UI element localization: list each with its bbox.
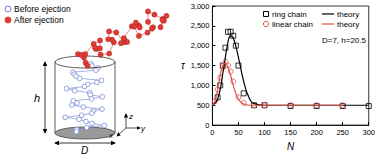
svg-text:D=7, h=20.5: D=7, h=20.5 [322,36,367,45]
svg-text:3,000: 3,000 [191,2,210,11]
svg-text:After ejection: After ejection [14,15,64,25]
svg-text:z: z [128,112,133,121]
svg-text:0: 0 [210,128,214,137]
svg-text:theory: theory [337,20,359,29]
svg-text:150: 150 [284,128,297,137]
svg-text:250: 250 [336,128,349,137]
svg-text:D: D [81,145,88,156]
svg-text:y: y [140,124,146,133]
svg-text:2,500: 2,500 [191,21,210,30]
svg-text:N: N [287,141,295,152]
svg-text:1,000: 1,000 [191,81,210,90]
svg-text:1,500: 1,500 [191,61,210,70]
svg-text:linear chain: linear chain [272,20,313,29]
svg-text:300: 300 [362,128,375,137]
svg-text:100: 100 [258,128,271,137]
svg-text:0: 0 [205,121,209,130]
svg-text:x: x [108,131,114,140]
svg-text:theory: theory [337,10,359,19]
svg-text:50: 50 [234,128,242,137]
svg-text:200: 200 [310,128,323,137]
svg-text:500: 500 [197,101,210,110]
svg-text:2,000: 2,000 [191,41,210,50]
svg-text:ring chain: ring chain [272,10,307,19]
svg-text:Before ejection: Before ejection [14,4,71,14]
svg-text:h: h [34,92,40,104]
svg-text:τ: τ [181,60,186,71]
